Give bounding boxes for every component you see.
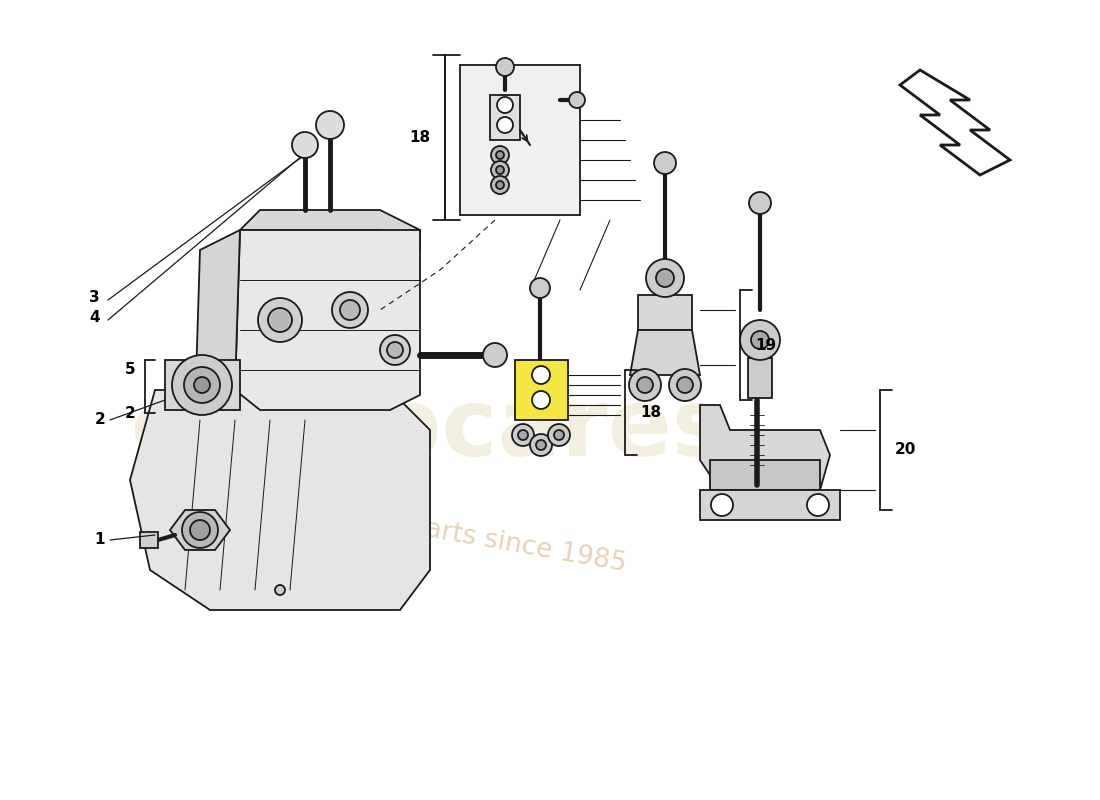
Circle shape — [751, 331, 769, 349]
Text: 18: 18 — [409, 130, 430, 145]
Bar — [748, 358, 772, 398]
Circle shape — [483, 343, 507, 367]
Circle shape — [676, 377, 693, 393]
Circle shape — [496, 58, 514, 76]
Text: 18: 18 — [640, 405, 661, 420]
Circle shape — [268, 308, 292, 332]
Circle shape — [182, 512, 218, 548]
Polygon shape — [630, 330, 700, 375]
Bar — [490, 95, 520, 140]
Circle shape — [548, 424, 570, 446]
Circle shape — [532, 366, 550, 384]
Circle shape — [172, 355, 232, 415]
Polygon shape — [235, 230, 420, 410]
Circle shape — [536, 440, 546, 450]
Circle shape — [569, 92, 585, 108]
Circle shape — [497, 117, 513, 133]
Circle shape — [332, 292, 368, 328]
Circle shape — [749, 192, 771, 214]
Circle shape — [669, 369, 701, 401]
Circle shape — [497, 97, 513, 113]
Circle shape — [496, 151, 504, 159]
Polygon shape — [170, 510, 230, 550]
Bar — [710, 460, 820, 490]
Polygon shape — [515, 360, 568, 420]
Polygon shape — [240, 210, 420, 250]
Polygon shape — [700, 405, 830, 490]
Text: 2: 2 — [124, 406, 135, 421]
Circle shape — [711, 494, 733, 516]
Circle shape — [387, 342, 403, 358]
Text: 3: 3 — [89, 290, 100, 306]
Polygon shape — [638, 295, 692, 330]
Circle shape — [496, 166, 504, 174]
Circle shape — [512, 424, 534, 446]
Circle shape — [194, 377, 210, 393]
Text: 20: 20 — [895, 442, 916, 458]
Bar — [460, 65, 580, 215]
Circle shape — [629, 369, 661, 401]
Circle shape — [532, 391, 550, 409]
Circle shape — [530, 278, 550, 298]
Circle shape — [292, 132, 318, 158]
Polygon shape — [700, 490, 840, 520]
Circle shape — [654, 152, 676, 174]
Circle shape — [518, 430, 528, 440]
Circle shape — [646, 259, 684, 297]
Circle shape — [807, 494, 829, 516]
Text: a passion for parts since 1985: a passion for parts since 1985 — [231, 482, 629, 578]
Circle shape — [184, 367, 220, 403]
Polygon shape — [195, 230, 240, 410]
Polygon shape — [130, 390, 430, 610]
Circle shape — [496, 181, 504, 189]
Circle shape — [530, 434, 552, 456]
Circle shape — [554, 430, 564, 440]
Polygon shape — [165, 360, 240, 410]
Circle shape — [637, 377, 653, 393]
Circle shape — [275, 585, 285, 595]
Text: 4: 4 — [89, 310, 100, 326]
Text: 1: 1 — [95, 533, 104, 547]
Circle shape — [491, 161, 509, 179]
Circle shape — [340, 300, 360, 320]
Circle shape — [316, 111, 344, 139]
Circle shape — [491, 146, 509, 164]
Circle shape — [740, 320, 780, 360]
Bar — [140, 532, 158, 548]
Text: 5: 5 — [124, 362, 135, 378]
Circle shape — [258, 298, 303, 342]
Circle shape — [190, 520, 210, 540]
Text: 2: 2 — [95, 413, 104, 427]
Polygon shape — [900, 70, 1010, 175]
Circle shape — [379, 335, 410, 365]
Text: europcares: europcares — [131, 384, 728, 476]
Circle shape — [491, 176, 509, 194]
Circle shape — [656, 269, 674, 287]
Text: 19: 19 — [755, 338, 777, 353]
